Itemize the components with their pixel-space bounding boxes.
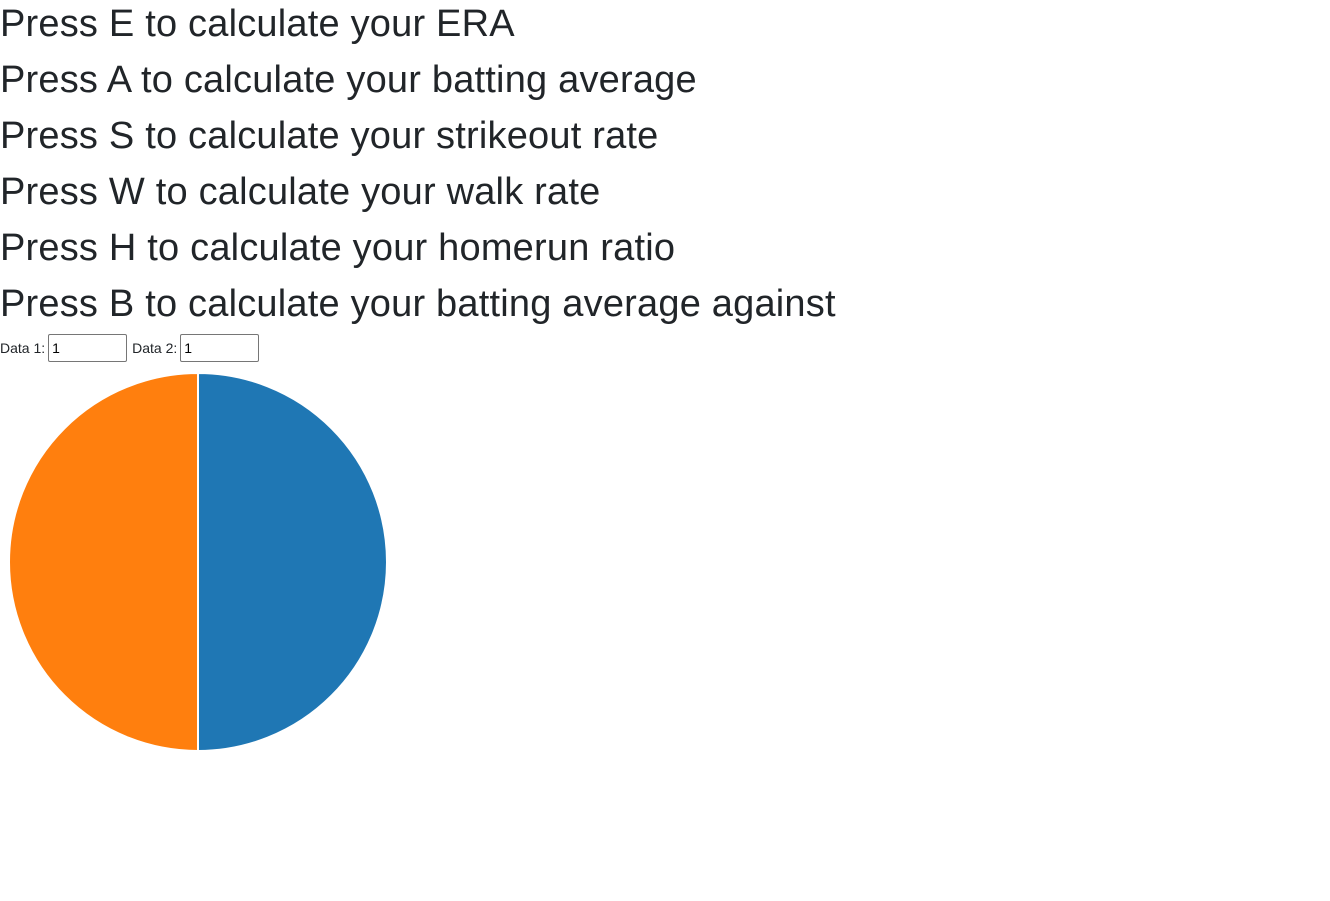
instruction-batting-average-against: Press B to calculate your batting averag… — [0, 283, 836, 325]
data2-input[interactable] — [180, 334, 260, 362]
instruction-batting-average: Press A to calculate your batting averag… — [0, 59, 697, 101]
data1-label: Data 1: — [0, 340, 46, 356]
instruction-strikeout-rate: Press S to calculate your strikeout rate — [0, 115, 659, 157]
data2-label: Data 2: — [132, 340, 178, 356]
instruction-era: Press E to calculate your ERA — [0, 3, 515, 45]
instruction-walk-rate: Press W to calculate your walk rate — [0, 171, 601, 213]
data-inputs: Data 1: Data 2: — [0, 333, 264, 363]
pie-chart — [8, 372, 388, 753]
pie-slice-2 — [8, 372, 199, 753]
instructions-list: Press E to calculate your ERA Press A to… — [0, 0, 836, 336]
pie-slice-1 — [197, 372, 388, 753]
instruction-homerun-ratio: Press H to calculate your homerun ratio — [0, 227, 676, 269]
data1-input[interactable] — [48, 334, 128, 362]
